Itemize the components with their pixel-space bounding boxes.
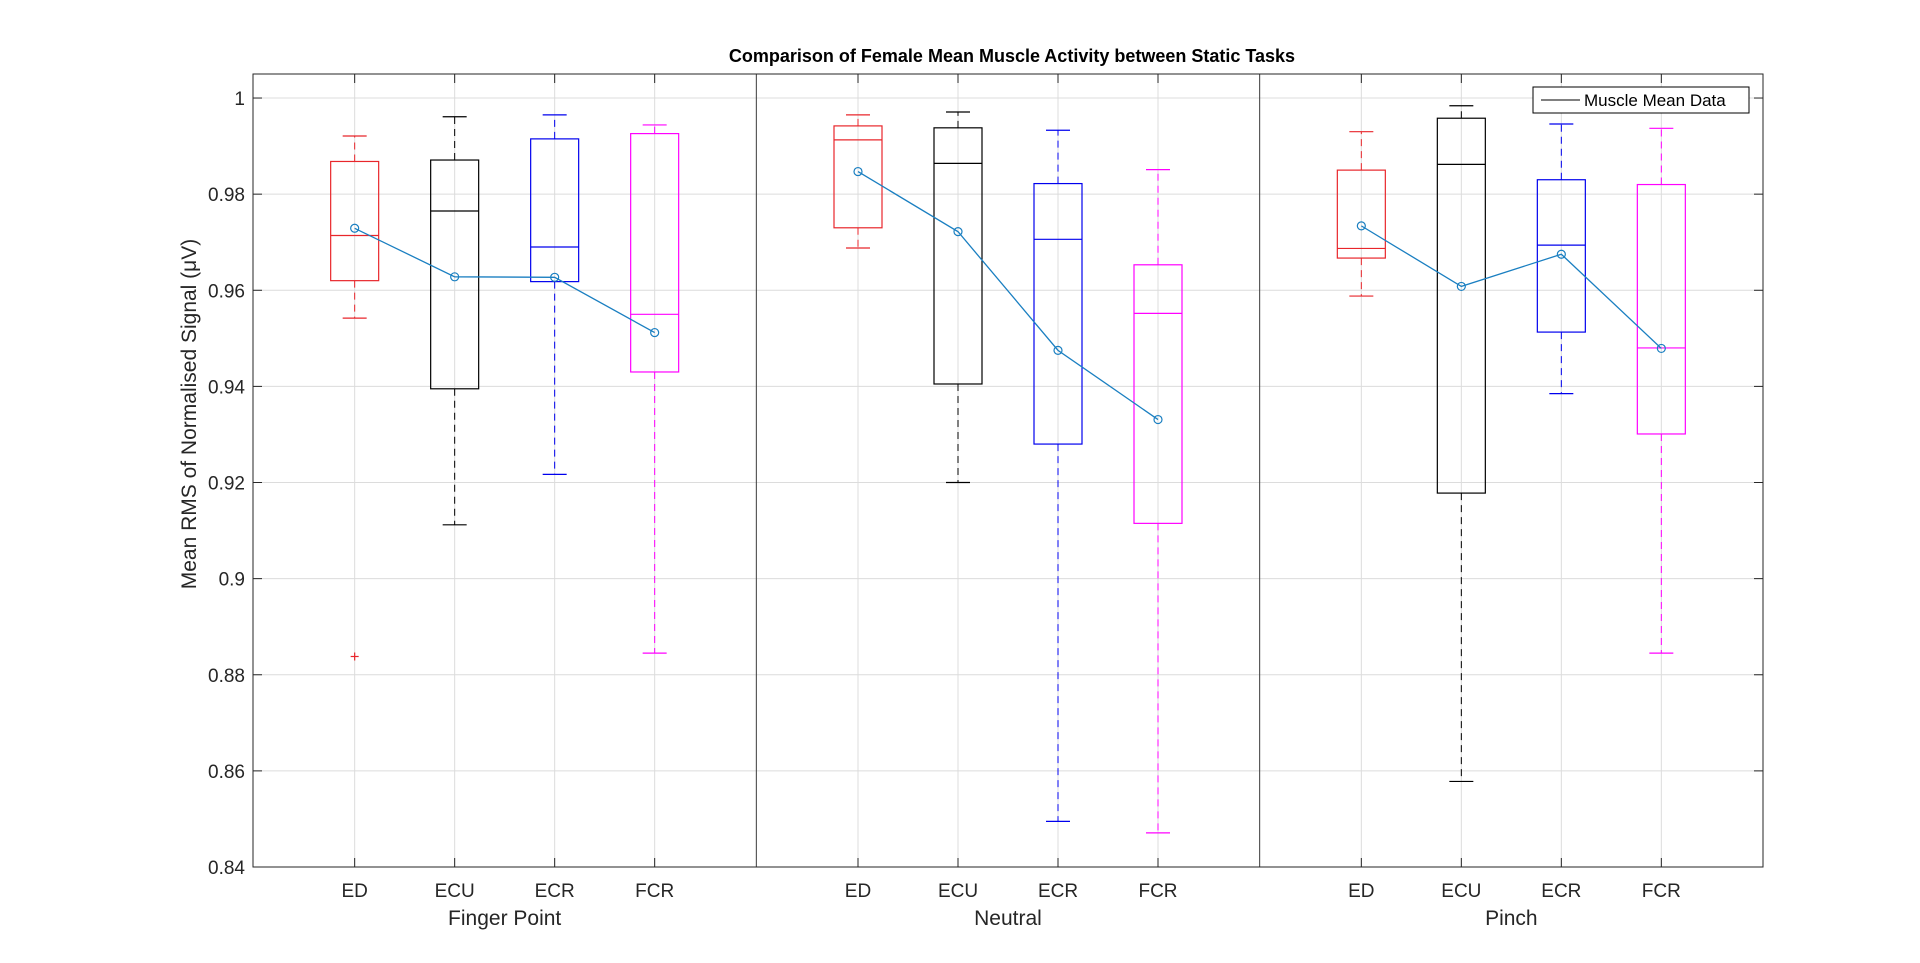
iqr-box	[630, 132, 680, 373]
iqr-box	[430, 159, 480, 390]
legend: Muscle Mean Data	[1532, 86, 1750, 114]
iqr-box	[1536, 179, 1586, 333]
mean-marker	[1456, 281, 1466, 292]
mean-line-neutral	[857, 171, 1159, 421]
plot-frame	[252, 73, 1764, 868]
box-plot-pinch-fcr	[1636, 127, 1686, 654]
grid-lines	[253, 74, 1763, 868]
y-tick-label: 0.9	[219, 570, 245, 591]
y-tick-label: 0.88	[208, 666, 245, 687]
mean-marker	[550, 272, 560, 282]
box-plot-neutral-fcr	[1133, 169, 1183, 834]
x-tick-label: ED	[845, 881, 871, 902]
iqr-box	[833, 125, 883, 229]
x-tick-label: ECR	[1038, 881, 1078, 902]
box-plot-neutral-ecu	[933, 111, 983, 484]
iqr-box	[1033, 182, 1083, 445]
mean-line-pinch	[1360, 225, 1662, 349]
box-plot-pinch-ecu	[1436, 105, 1486, 783]
x-tick-label: FCR	[1642, 881, 1681, 902]
mean-marker	[853, 166, 863, 177]
y-tick-label: 0.92	[208, 474, 245, 495]
x-tick-label: ECU	[1441, 881, 1481, 902]
box-plot-neutral-ed	[833, 114, 883, 249]
mean-marker	[650, 327, 660, 338]
y-tick-label: 1	[234, 89, 245, 110]
iqr-box	[933, 127, 983, 385]
box-plot-pinch-ecr	[1536, 123, 1586, 395]
y-tick-label: 0.96	[208, 281, 245, 302]
group-label: Finger Point	[448, 907, 561, 930]
mean-marker	[450, 272, 460, 282]
x-tick-label: ED	[1348, 881, 1374, 902]
group-label: Neutral	[974, 907, 1042, 930]
mean-marker	[1356, 221, 1366, 231]
x-tick-label: FCR	[1138, 881, 1177, 902]
iqr-box	[1436, 117, 1486, 494]
x-tick-label: ECR	[535, 881, 575, 902]
iqr-box	[330, 160, 380, 282]
box-plot-finger-point-ecu	[430, 116, 480, 526]
x-tick-label: ECU	[435, 881, 475, 902]
mean-marker	[1656, 343, 1666, 354]
box-plot-neutral-ecr	[1033, 129, 1083, 822]
y-tick-label: 0.98	[208, 185, 245, 206]
box-plot-groups	[330, 105, 1686, 834]
mean-marker	[1556, 249, 1566, 259]
box-plot-pinch-ed	[1336, 131, 1386, 297]
x-tick-label: ED	[341, 881, 367, 902]
legend-label: Muscle Mean Data	[1584, 91, 1726, 110]
mean-marker	[1053, 345, 1063, 355]
mean-line-finger-point	[354, 227, 655, 334]
mean-marker	[350, 223, 360, 233]
y-axis-label: Mean RMS of Normalised Signal (μV)	[178, 239, 201, 590]
chart-title: Comparison of Female Mean Muscle Activit…	[729, 46, 1295, 66]
mean-marker	[1153, 414, 1163, 425]
y-tick-label: 0.86	[208, 762, 245, 783]
iqr-box	[1336, 169, 1386, 259]
iqr-box	[1636, 183, 1686, 435]
mean-lines	[350, 166, 1666, 425]
y-tick-label: 0.94	[208, 377, 245, 398]
iqr-box	[1133, 264, 1183, 524]
y-tick-label: 0.84	[208, 858, 245, 879]
x-tick-label: FCR	[635, 881, 674, 902]
x-tick-label: ECR	[1541, 881, 1581, 902]
box-plot-finger-point-fcr	[630, 124, 680, 654]
x-tick-label: ECU	[938, 881, 978, 902]
mean-marker	[953, 227, 963, 237]
axes: 0.84 0.86 0.88 0.9 0.92 0.94 0.96 0.98 1 ED ECU ECR…	[208, 73, 1764, 930]
group-label: Pinch	[1485, 907, 1538, 930]
